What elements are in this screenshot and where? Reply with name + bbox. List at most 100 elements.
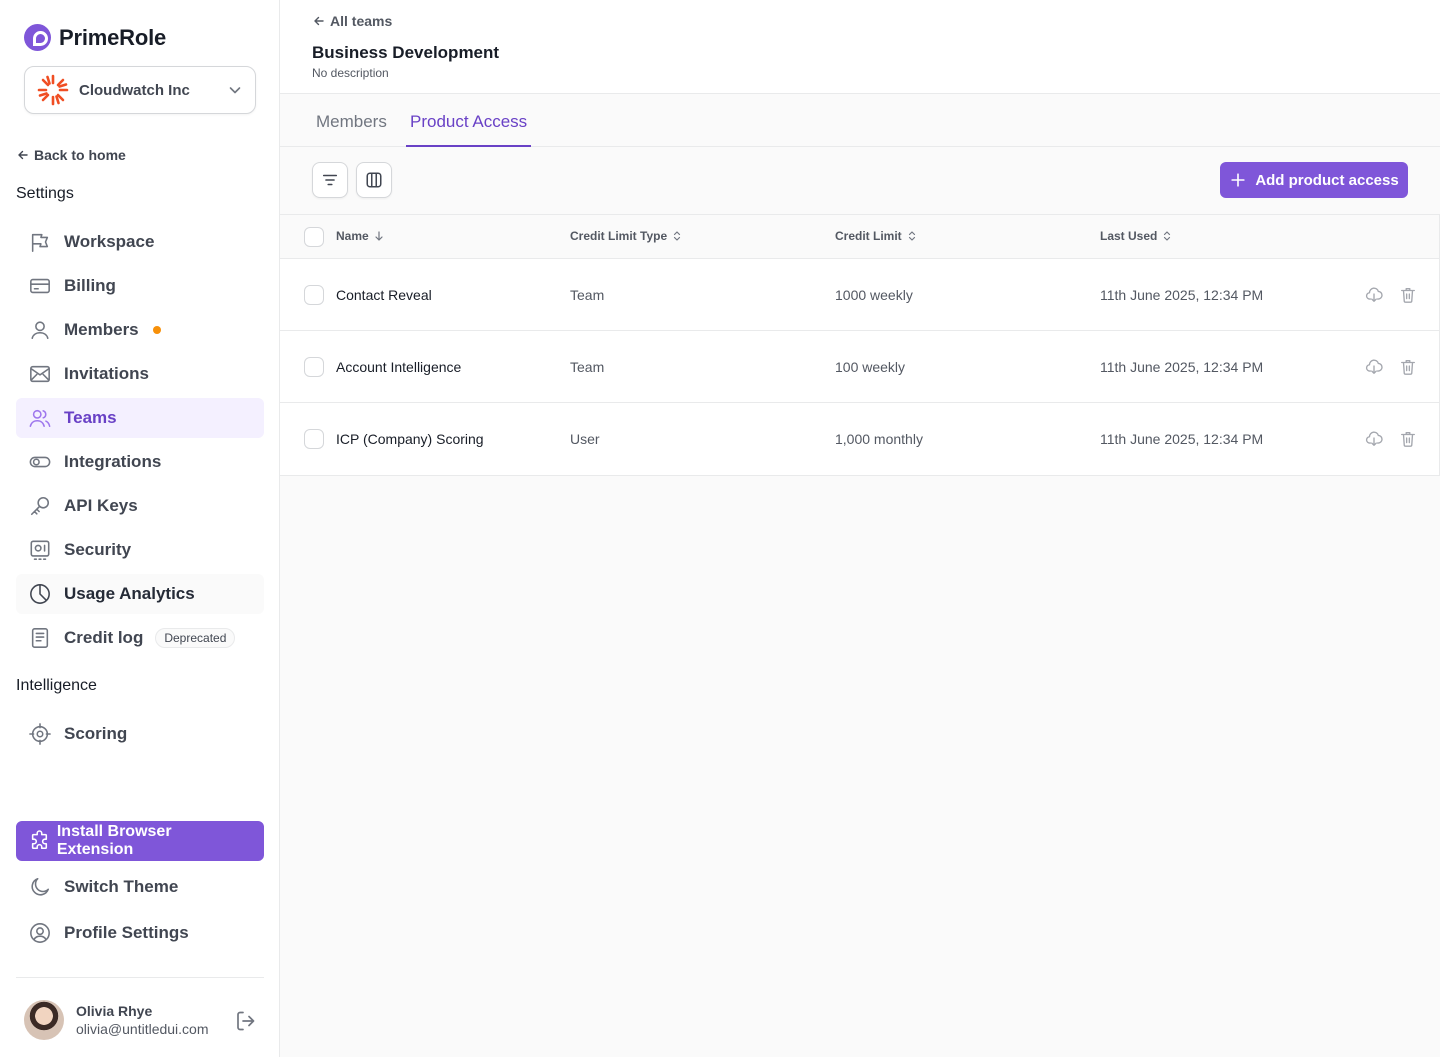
filter-lines-icon bbox=[322, 174, 338, 186]
key-icon bbox=[28, 494, 52, 518]
user-icon bbox=[28, 318, 52, 342]
last-used: 11th June 2025, 12:34 PM bbox=[1100, 431, 1264, 447]
back-to-home-label: Back to home bbox=[34, 147, 126, 163]
sidebar-item-label: API Keys bbox=[64, 496, 138, 515]
intelligence-section-title: Intelligence bbox=[16, 677, 97, 694]
credit-limit: 1000 weekly bbox=[835, 287, 913, 303]
tab-product-access[interactable]: Product Access bbox=[406, 112, 532, 147]
tab-members[interactable]: Members bbox=[316, 112, 387, 131]
column-header-label: Last Used bbox=[1100, 229, 1158, 243]
table-toolbar: Add product access bbox=[280, 147, 1440, 215]
sidebar-item-workspace[interactable]: Workspace bbox=[16, 222, 264, 262]
credit-card-icon bbox=[28, 274, 52, 298]
tab-bar: Members Product Access bbox=[280, 94, 1440, 147]
users-icon bbox=[28, 406, 52, 430]
product-name: Contact Reveal bbox=[336, 287, 432, 303]
sidebar-item-label: Integrations bbox=[64, 452, 162, 471]
trash-icon[interactable] bbox=[1398, 429, 1418, 449]
row-checkbox[interactable] bbox=[304, 429, 324, 449]
sidebar-item-invitations[interactable]: Invitations bbox=[16, 354, 264, 394]
trash-icon[interactable] bbox=[1398, 357, 1418, 377]
brand-logo-icon bbox=[24, 24, 51, 51]
column-header-label: Credit Limit bbox=[835, 229, 902, 243]
sidebar-item-integrations[interactable]: Integrations bbox=[16, 442, 264, 482]
credit-limit-type: Team bbox=[570, 359, 605, 375]
sidebar-item-scoring[interactable]: Scoring bbox=[16, 714, 264, 754]
sidebar-item-credit-log[interactable]: Credit log Deprecated bbox=[16, 618, 264, 658]
sidebar-item-teams[interactable]: Teams bbox=[16, 398, 264, 438]
columns-icon bbox=[366, 172, 382, 188]
cloud-download-icon[interactable] bbox=[1364, 357, 1384, 377]
column-header-credit-limit[interactable]: Credit Limit bbox=[835, 229, 918, 243]
profile-settings-button[interactable]: Profile Settings bbox=[16, 913, 264, 953]
column-header-last-used[interactable]: Last Used bbox=[1100, 229, 1173, 243]
sidebar-item-label: Workspace bbox=[64, 232, 155, 251]
trash-icon[interactable] bbox=[1398, 285, 1418, 305]
log-out-icon[interactable] bbox=[234, 1009, 258, 1033]
product-access-table: Name Credit Limit Type Credit Limit Last… bbox=[280, 214, 1440, 476]
last-used: 11th June 2025, 12:34 PM bbox=[1100, 287, 1264, 303]
sidebar-item-label: Billing bbox=[64, 276, 116, 295]
product-name: ICP (Company) Scoring bbox=[336, 431, 484, 447]
sidebar-item-billing[interactable]: Billing bbox=[16, 266, 264, 306]
select-all-checkbox[interactable] bbox=[304, 227, 324, 247]
switch-theme-label: Switch Theme bbox=[64, 877, 179, 896]
brand-logo[interactable]: PrimeRole bbox=[24, 24, 166, 51]
add-product-access-label: Add product access bbox=[1255, 171, 1399, 189]
organization-name: Cloudwatch Inc bbox=[79, 81, 190, 99]
sidebar-item-label: Teams bbox=[64, 408, 117, 427]
sidebar-item-label: Invitations bbox=[64, 364, 150, 383]
columns-button[interactable] bbox=[356, 162, 392, 198]
cloud-download-icon[interactable] bbox=[1364, 429, 1384, 449]
last-used: 11th June 2025, 12:34 PM bbox=[1100, 359, 1264, 375]
switch-theme-button[interactable]: Switch Theme bbox=[16, 867, 264, 907]
sort-icon bbox=[908, 231, 915, 241]
table-row: ICP (Company) Scoring User 1,000 monthly… bbox=[280, 403, 1439, 475]
column-header-name[interactable]: Name bbox=[336, 229, 385, 243]
credit-limit: 100 weekly bbox=[835, 359, 906, 375]
avatar[interactable] bbox=[24, 1000, 64, 1040]
row-checkbox[interactable] bbox=[304, 285, 324, 305]
table-row: Contact Reveal Team 1000 weekly 11th Jun… bbox=[280, 259, 1439, 331]
team-description: No description bbox=[312, 66, 389, 80]
profile-settings-label: Profile Settings bbox=[64, 923, 189, 942]
pie-chart-icon bbox=[28, 582, 52, 606]
credit-limit-type: User bbox=[570, 431, 600, 447]
filter-button[interactable] bbox=[312, 162, 348, 198]
sidebar-item-label: Usage Analytics bbox=[64, 584, 195, 603]
page-title: Business Development bbox=[312, 43, 500, 62]
arrow-down-icon bbox=[375, 231, 383, 241]
notification-dot bbox=[152, 326, 161, 334]
user-email: olivia@untitledui.com bbox=[76, 1021, 209, 1037]
arrow-left-icon bbox=[18, 150, 28, 160]
column-header-credit-limit-type[interactable]: Credit Limit Type bbox=[570, 229, 683, 243]
user-name: Olivia Rhye bbox=[76, 1003, 153, 1019]
sidebar-item-usage-analytics[interactable]: Usage Analytics bbox=[16, 574, 264, 614]
all-teams-link[interactable]: All teams bbox=[312, 13, 392, 29]
credit-limit: 1,000 monthly bbox=[835, 431, 923, 447]
column-header-label: Credit Limit Type bbox=[570, 229, 668, 243]
brand-name: PrimeRole bbox=[59, 24, 167, 50]
passcode-icon bbox=[28, 538, 52, 562]
sidebar-item-security[interactable]: Security bbox=[16, 530, 264, 570]
add-product-access-button[interactable]: Add product access bbox=[1220, 162, 1408, 198]
install-browser-extension-label: Install Browser Extension bbox=[56, 823, 172, 858]
cloud-download-icon[interactable] bbox=[1364, 285, 1384, 305]
organization-select[interactable]: Cloudwatch Inc bbox=[24, 66, 256, 114]
moon-icon bbox=[28, 875, 52, 899]
sidebar-divider bbox=[16, 977, 264, 978]
sort-icon bbox=[674, 231, 681, 241]
table-header: Name Credit Limit Type Credit Limit Last… bbox=[280, 215, 1439, 259]
install-browser-extension-button[interactable]: Install Browser Extension bbox=[16, 821, 264, 861]
row-checkbox[interactable] bbox=[304, 357, 324, 377]
sunburst-logo-icon bbox=[37, 74, 69, 106]
sort-icon bbox=[1164, 231, 1171, 241]
sidebar-item-label: Credit log bbox=[64, 628, 144, 647]
column-header-label: Name bbox=[336, 229, 369, 243]
sidebar: PrimeRole Cloudwatch Inc Back to home Se… bbox=[0, 0, 280, 1057]
sidebar-item-label: Scoring bbox=[64, 724, 128, 743]
sidebar-item-members[interactable]: Members bbox=[16, 310, 264, 350]
sidebar-item-api-keys[interactable]: API Keys bbox=[16, 486, 264, 526]
table-row: Account Intelligence Team 100 weekly 11t… bbox=[280, 331, 1439, 403]
back-to-home-link[interactable]: Back to home bbox=[16, 147, 126, 163]
